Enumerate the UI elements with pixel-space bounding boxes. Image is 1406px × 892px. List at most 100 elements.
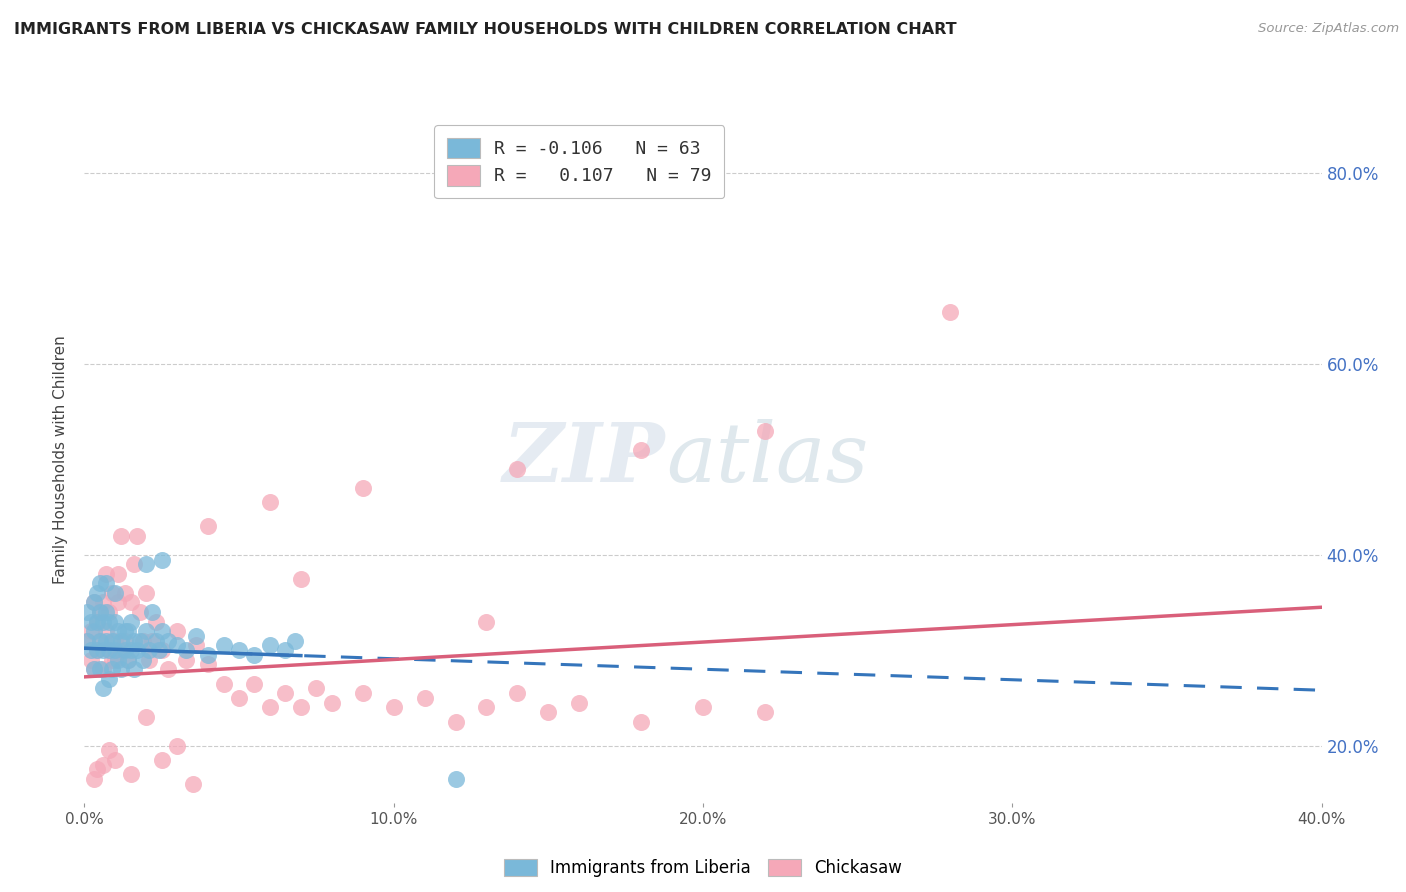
- Point: [166, 739, 188, 753]
- Point: [94, 576, 117, 591]
- Point: [212, 639, 235, 653]
- Point: [117, 653, 139, 667]
- Point: [352, 481, 374, 495]
- Point: [98, 743, 121, 757]
- Point: [98, 615, 121, 629]
- Point: [352, 686, 374, 700]
- Point: [120, 595, 142, 609]
- Point: [76, 633, 98, 648]
- Point: [91, 662, 114, 676]
- Point: [141, 605, 163, 619]
- Point: [141, 633, 163, 648]
- Point: [138, 653, 160, 667]
- Point: [94, 566, 117, 581]
- Point: [135, 710, 157, 724]
- Point: [89, 662, 111, 676]
- Point: [79, 624, 101, 639]
- Point: [506, 686, 529, 700]
- Point: [444, 714, 467, 729]
- Point: [150, 552, 173, 566]
- Point: [184, 629, 207, 643]
- Point: [107, 653, 129, 667]
- Point: [83, 662, 105, 676]
- Point: [89, 605, 111, 619]
- Point: [692, 700, 714, 714]
- Point: [110, 633, 132, 648]
- Point: [290, 572, 312, 586]
- Point: [135, 558, 157, 572]
- Point: [129, 633, 152, 648]
- Point: [212, 676, 235, 690]
- Point: [197, 648, 219, 662]
- Point: [98, 605, 121, 619]
- Point: [83, 624, 105, 639]
- Point: [132, 653, 155, 667]
- Point: [259, 495, 281, 509]
- Point: [101, 586, 124, 600]
- Point: [120, 615, 142, 629]
- Point: [290, 700, 312, 714]
- Point: [94, 624, 117, 639]
- Text: atlas: atlas: [666, 419, 869, 500]
- Point: [107, 624, 129, 639]
- Point: [104, 643, 127, 657]
- Point: [86, 643, 108, 657]
- Point: [135, 586, 157, 600]
- Point: [129, 605, 152, 619]
- Point: [86, 586, 108, 600]
- Point: [89, 576, 111, 591]
- Point: [86, 615, 108, 629]
- Point: [122, 662, 145, 676]
- Point: [101, 662, 124, 676]
- Point: [89, 633, 111, 648]
- Point: [91, 757, 114, 772]
- Point: [114, 633, 136, 648]
- Point: [104, 653, 127, 667]
- Point: [86, 643, 108, 657]
- Point: [101, 633, 124, 648]
- Point: [98, 643, 121, 657]
- Point: [274, 686, 297, 700]
- Point: [117, 653, 139, 667]
- Point: [259, 700, 281, 714]
- Point: [76, 633, 98, 648]
- Point: [120, 643, 142, 657]
- Point: [110, 643, 132, 657]
- Text: Source: ZipAtlas.com: Source: ZipAtlas.com: [1258, 22, 1399, 36]
- Point: [89, 633, 111, 648]
- Point: [413, 690, 436, 705]
- Point: [104, 615, 127, 629]
- Point: [98, 672, 121, 686]
- Point: [98, 643, 121, 657]
- Point: [475, 700, 498, 714]
- Point: [939, 304, 962, 318]
- Legend: Immigrants from Liberia, Chickasaw: Immigrants from Liberia, Chickasaw: [496, 852, 910, 884]
- Point: [125, 643, 148, 657]
- Point: [184, 639, 207, 653]
- Point: [86, 615, 108, 629]
- Point: [145, 633, 167, 648]
- Point: [86, 763, 108, 777]
- Point: [83, 772, 105, 786]
- Point: [176, 643, 198, 657]
- Point: [114, 643, 136, 657]
- Point: [101, 653, 124, 667]
- Point: [91, 681, 114, 696]
- Point: [444, 772, 467, 786]
- Point: [138, 643, 160, 657]
- Point: [156, 662, 179, 676]
- Point: [243, 676, 266, 690]
- Point: [148, 643, 170, 657]
- Point: [104, 753, 127, 767]
- Point: [284, 633, 307, 648]
- Point: [274, 643, 297, 657]
- Point: [259, 639, 281, 653]
- Point: [89, 605, 111, 619]
- Y-axis label: Family Households with Children: Family Households with Children: [53, 335, 69, 583]
- Point: [630, 442, 652, 457]
- Point: [120, 767, 142, 781]
- Point: [91, 643, 114, 657]
- Point: [150, 753, 173, 767]
- Point: [166, 624, 188, 639]
- Text: IMMIGRANTS FROM LIBERIA VS CHICKASAW FAMILY HOUSEHOLDS WITH CHILDREN CORRELATION: IMMIGRANTS FROM LIBERIA VS CHICKASAW FAM…: [14, 22, 956, 37]
